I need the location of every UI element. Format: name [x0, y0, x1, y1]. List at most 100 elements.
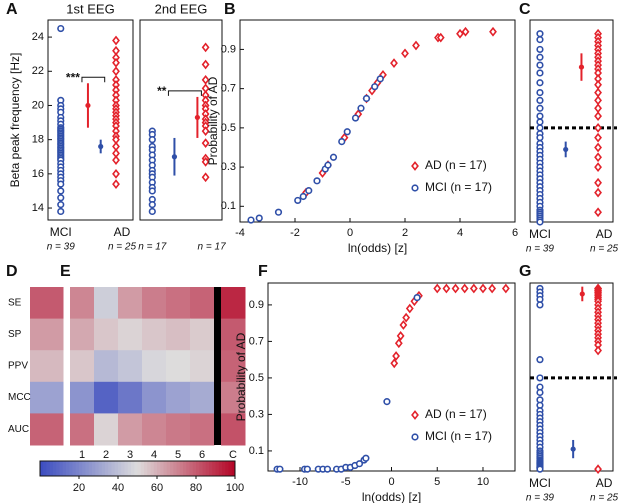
diamond-marker — [399, 320, 408, 330]
circle-marker — [247, 216, 255, 224]
heatmap-cell — [94, 381, 119, 414]
heatmap-cell — [221, 287, 246, 320]
circle-marker — [536, 118, 544, 126]
colorbar-frame — [39, 460, 236, 477]
x-tick-label: 0 — [388, 476, 394, 488]
diamond-marker — [201, 138, 210, 148]
heatmap-cell — [221, 381, 246, 414]
n-label: n = 39 — [526, 244, 555, 255]
y-tick-label: 0.3 — [249, 408, 264, 420]
circle-marker — [294, 196, 302, 205]
x-tick-label: 5 — [434, 476, 440, 488]
heatmap-cell — [166, 287, 191, 320]
column-label: C — [229, 449, 237, 461]
diamond-marker — [396, 331, 405, 341]
category-label: MCI — [529, 476, 551, 490]
colorbar-segment — [179, 461, 184, 476]
colorbar-tick-label: 80 — [190, 482, 202, 494]
heatmap-cell — [30, 381, 64, 414]
colorbar-segment — [56, 461, 60, 476]
column-label: 3 — [127, 449, 133, 461]
diamond-marker — [460, 283, 469, 294]
diamond-marker — [112, 168, 120, 179]
colorbar-segment — [144, 461, 148, 476]
colorbar-segment — [124, 461, 129, 476]
colorbar-segment — [79, 461, 83, 476]
colorbar-segment — [82, 461, 86, 476]
circle-marker — [536, 465, 544, 473]
circle-marker — [148, 201, 156, 209]
heatmap-cell — [70, 318, 95, 351]
heatmap-cell — [142, 350, 167, 383]
plot-frame — [47, 19, 134, 221]
colorbar-segment — [69, 461, 73, 476]
heatmap-cell — [70, 413, 95, 446]
y-tick-label: 20 — [32, 99, 44, 111]
subplot-title: 2nd EEG — [155, 1, 208, 16]
colorbar-segment — [85, 461, 90, 476]
circle-marker — [57, 201, 65, 209]
y-tick-label: 0.1 — [249, 445, 264, 457]
x-tick-label: 6 — [512, 227, 518, 239]
diamond-marker — [201, 126, 210, 136]
diamond-marker — [594, 464, 602, 475]
panel-letter: G — [519, 263, 531, 280]
circle-marker — [536, 45, 544, 54]
colorbar-segment — [140, 461, 145, 476]
mean-marker — [578, 64, 585, 70]
circle-marker — [57, 194, 65, 202]
diamond-marker — [112, 179, 120, 189]
y-tick-label: 0.9 — [249, 299, 264, 311]
diamond-marker — [201, 74, 210, 85]
heatmap-cell — [221, 318, 246, 351]
category-label: MCI — [50, 225, 72, 239]
circle-marker — [148, 187, 156, 195]
heatmap-cell — [94, 350, 119, 383]
diamond-marker — [412, 40, 420, 51]
circle-marker — [536, 36, 544, 44]
panel-letter: B — [224, 1, 236, 18]
diamond-marker — [394, 338, 403, 349]
diamond-marker — [112, 57, 120, 68]
panel-letter: D — [6, 263, 18, 280]
y-tick-label: 0.5 — [249, 372, 264, 384]
circle-marker — [371, 83, 379, 91]
diamond-marker — [436, 32, 445, 43]
significance-bracket — [81, 76, 106, 83]
circle-marker — [324, 161, 332, 169]
heatmap-cell — [190, 318, 215, 351]
heatmap-cell — [190, 413, 215, 446]
heatmap-cell — [70, 350, 95, 383]
colorbar-segment — [95, 461, 99, 476]
colorbar-segment — [218, 461, 223, 476]
circle-marker — [536, 374, 544, 382]
y-tick-label: 14 — [32, 202, 44, 214]
n-label: n = 39 — [526, 493, 555, 503]
diamond-marker — [594, 152, 602, 163]
diamond-marker — [451, 283, 460, 294]
colorbar-segment — [215, 461, 220, 476]
diamond-marker — [594, 142, 602, 153]
circle-marker — [536, 88, 544, 97]
colorbar-segment — [173, 461, 177, 476]
colorbar-segment — [118, 461, 122, 476]
diamond-marker — [501, 283, 510, 294]
subplot-title: 1st EEG — [66, 1, 114, 16]
circle-marker — [351, 114, 360, 122]
colorbar-segment — [166, 461, 171, 476]
heatmap-cell — [118, 350, 143, 383]
colorbar-segment — [209, 461, 213, 476]
column-label: 6 — [199, 449, 205, 461]
diamond-marker — [461, 26, 470, 37]
category-label: AD — [114, 225, 131, 239]
heatmap-cell — [190, 381, 215, 414]
circle-marker — [536, 388, 544, 397]
diamond-marker — [390, 358, 399, 369]
category-label: AD — [596, 476, 613, 490]
colorbar-segment — [98, 461, 103, 476]
significance-label: *** — [66, 70, 80, 84]
heatmap-cell — [142, 287, 167, 320]
circle-marker — [148, 136, 156, 144]
diamond-marker — [594, 87, 602, 98]
legend-label: MCI (n = 17) — [425, 429, 492, 443]
